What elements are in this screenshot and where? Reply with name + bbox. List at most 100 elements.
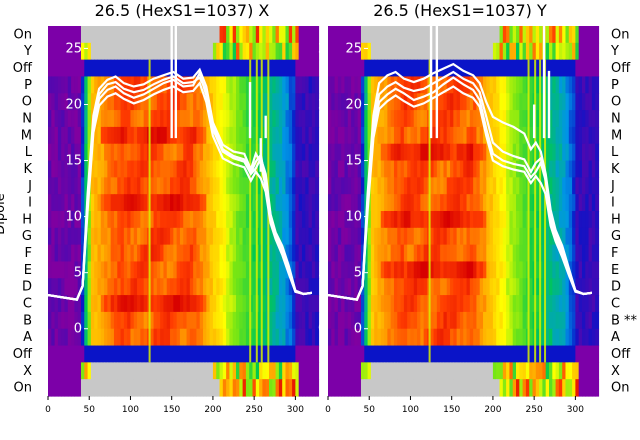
heatmap-cell: [443, 311, 448, 330]
heatmap-cell: [380, 278, 385, 296]
heatmap-cell: [456, 278, 461, 296]
heatmap-cell: [160, 26, 165, 44]
heatmap-cell: [387, 244, 392, 263]
heatmap-cell: [90, 93, 95, 111]
heatmap-cell: [492, 42, 497, 61]
heatmap-cell: [522, 42, 527, 61]
heatmap-cell: [156, 59, 161, 78]
heatmap-cell: [585, 110, 590, 128]
heatmap-cell: [61, 42, 66, 61]
heatmap-cell: [107, 59, 112, 78]
heatmap-cell: [473, 345, 478, 363]
heatmap-cell: [67, 311, 72, 330]
overlay-series-line: [327, 85, 593, 301]
heatmap-cell: [87, 261, 92, 279]
heatmap-cell: [90, 194, 95, 212]
heatmap-cell: [387, 26, 392, 44]
heatmap-cell: [469, 76, 474, 94]
heatmap-cell: [196, 143, 201, 162]
heatmap-cell: [519, 76, 524, 94]
heatmap-cell: [232, 261, 237, 279]
overlay-ytick-label: 5: [74, 266, 82, 281]
heatmap-cell: [137, 362, 141, 380]
heatmap-cell: [581, 26, 586, 44]
heatmap-cell: [578, 160, 583, 178]
heatmap-cell: [173, 194, 178, 212]
heatmap-cell: [370, 93, 375, 111]
heatmap-cell: [252, 227, 257, 246]
heatmap-cell: [206, 345, 211, 363]
heatmap-cell: [347, 42, 352, 61]
heatmap-cell: [334, 177, 339, 195]
heatmap-cell: [127, 379, 132, 397]
heatmap-cell: [506, 143, 511, 162]
heatmap-cell: [549, 362, 553, 380]
heatmap-cell: [110, 76, 115, 94]
heatmap-cell: [446, 76, 451, 94]
heatmap-cell: [463, 278, 468, 296]
overlay-ytick-label-edge: 5: [318, 266, 326, 281]
heatmap-cell: [555, 194, 560, 212]
heatmap-cell: [193, 93, 198, 111]
heatmap-cell: [97, 177, 102, 195]
heatmap-cell: [173, 345, 178, 363]
heatmap-cell: [463, 59, 468, 78]
heatmap-cell: [575, 379, 580, 397]
heatmap-cell: [176, 143, 181, 162]
heatmap-cell: [232, 76, 237, 94]
heatmap-cell: [262, 261, 267, 279]
heatmap-cell: [572, 244, 576, 263]
heatmap-cell: [446, 126, 451, 145]
heatmap-cell: [156, 194, 161, 212]
heatmap-cell: [71, 278, 75, 296]
heatmap-cell: [275, 93, 280, 111]
heatmap-cell: [130, 42, 135, 61]
heatmap-cell: [407, 211, 412, 229]
heatmap-cell: [440, 110, 445, 128]
heatmap-cell: [113, 211, 118, 229]
heatmap-cell: [308, 278, 313, 296]
heatmap-cell: [509, 311, 514, 330]
heatmap-cell: [351, 328, 355, 347]
heatmap-cell: [502, 211, 507, 229]
heatmap-cell: [61, 211, 66, 229]
heatmap-cell: [245, 59, 250, 78]
heatmap-cell: [77, 211, 82, 229]
heatmap-cell: [446, 295, 451, 313]
heatmap-cell: [212, 42, 217, 61]
heatmap-cell: [555, 42, 560, 61]
heatmap-cell: [469, 177, 474, 195]
heatmap-cell: [315, 93, 320, 111]
heatmap-cell: [285, 93, 290, 111]
heatmap-cell: [568, 76, 573, 94]
heatmap-cell: [315, 345, 320, 363]
heatmap-cell: [489, 379, 494, 397]
heatmap-cell: [450, 143, 454, 162]
heatmap-cell: [374, 345, 379, 363]
heatmap-cell: [133, 211, 138, 229]
heatmap-cell: [440, 93, 445, 111]
heatmap-cell: [486, 110, 491, 128]
heatmap-cell: [410, 143, 415, 162]
heatmap-cell: [252, 59, 257, 78]
heatmap-cell: [143, 194, 148, 212]
heatmap-cell: [150, 160, 155, 178]
heatmap-cell: [170, 278, 174, 296]
heatmap-cell: [433, 211, 438, 229]
heatmap-cell: [275, 345, 280, 363]
heatmap-cell: [588, 328, 593, 347]
heatmap-cell: [407, 194, 412, 212]
heatmap-cell: [403, 379, 408, 397]
heatmap-cell: [347, 110, 352, 128]
heatmap-cell: [295, 379, 300, 397]
heatmap-cell: [186, 110, 191, 128]
heatmap-cell: [347, 379, 352, 397]
heatmap-cell: [479, 143, 484, 162]
heatmap-cell: [466, 311, 471, 330]
heatmap-cell: [522, 261, 527, 279]
heatmap-cell: [585, 311, 590, 330]
heatmap-cell: [417, 160, 421, 178]
heatmap-cell: [179, 177, 184, 195]
heatmap-cell: [516, 143, 520, 162]
heatmap-cell: [496, 59, 501, 78]
